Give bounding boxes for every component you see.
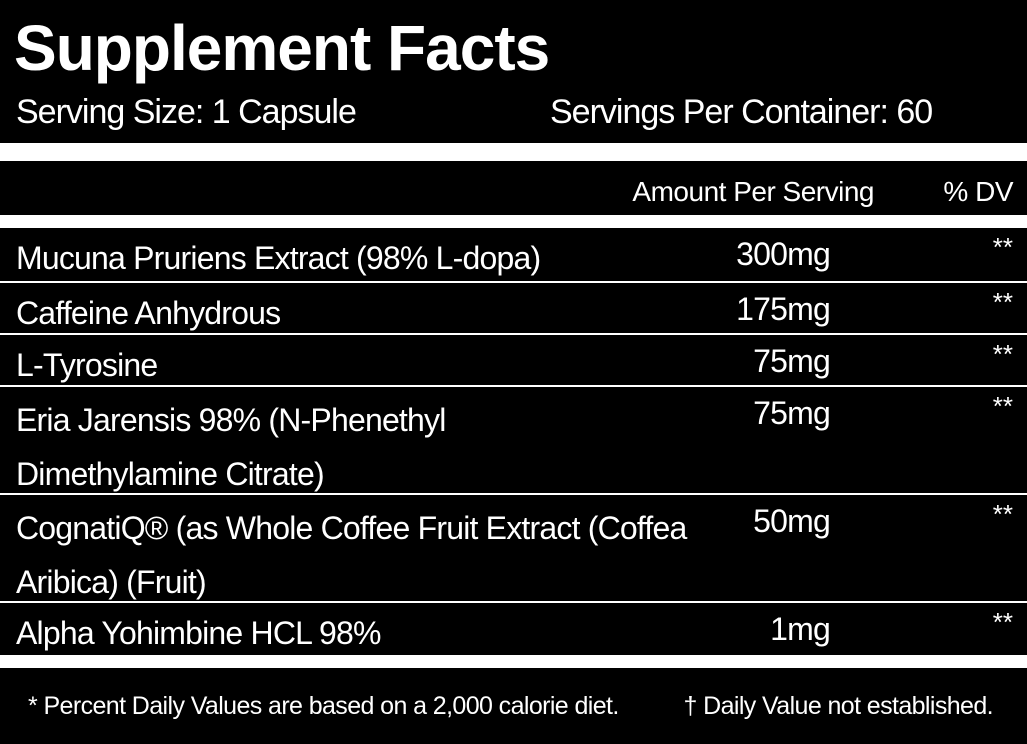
divider-band	[0, 655, 1027, 668]
ingredient-row: L-Tyrosine 75mg **	[0, 335, 1027, 385]
divider-band	[0, 215, 1027, 228]
ingredient-amount: 175mg	[736, 291, 831, 327]
ingredient-amount: 50mg	[753, 503, 831, 539]
ingredient-dv: **	[992, 232, 1013, 262]
ingredient-amount: 75mg	[753, 395, 831, 431]
ingredient-dv: **	[992, 287, 1013, 317]
serving-size: Serving Size: 1 Capsule	[16, 93, 357, 131]
row-divider	[0, 281, 1027, 283]
ingredient-row: CognatiQ® (as Whole Coffee Fruit Extract…	[0, 495, 1027, 601]
ingredient-name: L-Tyrosine	[16, 347, 158, 383]
label-title: Supplement Facts	[14, 12, 550, 84]
servings-per-container: Servings Per Container: 60	[550, 93, 933, 131]
ingredient-row: Alpha Yohimbine HCL 98% 1mg **	[0, 603, 1027, 655]
ingredient-name: Alpha Yohimbine HCL 98%	[16, 615, 381, 651]
row-divider	[0, 333, 1027, 335]
ingredient-name: Mucuna Pruriens Extract (98% L-dopa)	[16, 240, 541, 276]
daily-value-header: % DV	[943, 176, 1013, 207]
ingredient-dv: **	[992, 391, 1013, 421]
ingredient-amount: 75mg	[753, 343, 831, 379]
row-divider	[0, 385, 1027, 387]
ingredient-dv: **	[992, 607, 1013, 637]
not-established-footnote: † Daily Value not established.	[683, 692, 993, 720]
daily-values-footnote: * Percent Daily Values are based on a 2,…	[28, 692, 619, 720]
divider-band	[0, 143, 1027, 161]
ingredient-name: CognatiQ® (as Whole Coffee Fruit Extract…	[16, 510, 687, 600]
ingredient-dv: **	[992, 339, 1013, 369]
ingredient-dv: **	[992, 499, 1013, 529]
amount-per-serving-header: Amount Per Serving	[632, 176, 874, 207]
row-divider	[0, 493, 1027, 495]
ingredient-amount: 300mg	[736, 236, 831, 272]
ingredient-name: Caffeine Anhydrous	[16, 295, 281, 331]
ingredient-row: Caffeine Anhydrous 175mg **	[0, 283, 1027, 333]
ingredient-amount: 1mg	[770, 611, 831, 647]
row-divider	[0, 601, 1027, 603]
ingredient-row: Eria Jarensis 98% (N-Phenethyl Dimethyla…	[0, 387, 1027, 493]
ingredient-name: Eria Jarensis 98% (N-Phenethyl Dimethyla…	[16, 402, 446, 492]
ingredient-row: Mucuna Pruriens Extract (98% L-dopa) 300…	[0, 228, 1027, 281]
